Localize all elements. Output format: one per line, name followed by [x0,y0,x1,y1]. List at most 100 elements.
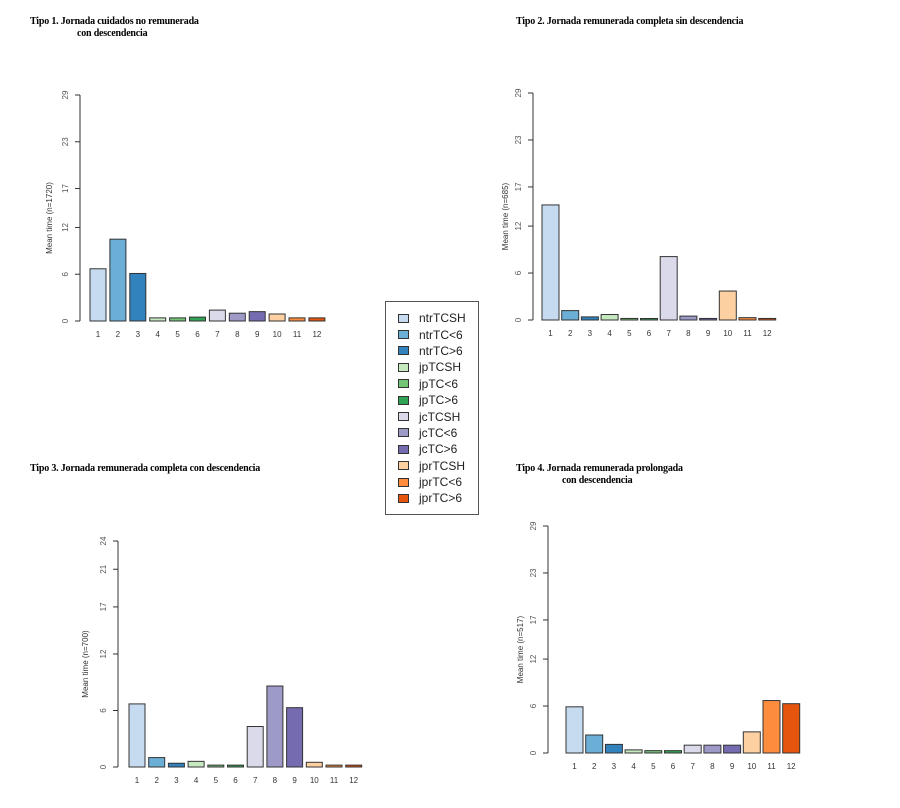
bar-8 [228,312,246,322]
x-tick-label: 9 [730,762,735,771]
bar-3 [129,272,147,322]
bar-6 [189,316,206,322]
x-tick-label: 12 [312,330,321,339]
y-tick-label: 17 [529,615,538,624]
bar-2 [148,757,166,768]
bar-8 [703,744,722,754]
bar-5 [169,317,187,322]
x-tick-label: 9 [706,329,711,338]
legend-item: jpTC<6 [398,376,478,392]
x-tick-label: 9 [255,330,260,339]
legend-item: ntrTC<6 [398,326,478,342]
legend-label: jpTCSH [419,360,462,375]
x-tick-label: 2 [592,762,597,771]
bar-12 [345,764,363,768]
x-tick-label: 8 [710,762,715,771]
x-tick-label: 5 [627,329,632,338]
y-axis-label: Mean time (n=1720) [45,182,54,254]
y-tick-label: 23 [61,137,70,146]
legend-label: ntrTCSH [419,311,466,326]
x-tick-label: 10 [747,762,756,771]
legend-swatch [398,395,409,405]
y-tick-label: 29 [514,88,523,97]
bar-11 [762,700,781,754]
x-tick-label: 5 [214,776,219,785]
x-tick-label: 6 [195,330,200,339]
y-tick-label: 12 [61,222,70,231]
bar-7 [208,309,226,322]
bar-4 [600,314,619,321]
y-tick-label: 12 [514,221,523,230]
x-tick-label: 1 [96,330,101,339]
y-axis-label: Mean time (n=517) [516,615,525,683]
legend-swatch [398,313,409,323]
bar-4 [149,317,167,322]
chart-2-title: Tipo 2. Jornada remunerada completa sin … [516,16,743,28]
bar-9 [723,744,742,754]
x-tick-label: 11 [330,776,339,785]
y-tick-label: 12 [99,649,108,658]
y-tick-label: 0 [514,317,523,322]
y-tick-label: 23 [529,568,538,577]
legend-swatch [398,362,409,372]
x-tick-label: 5 [175,330,180,339]
bar-7 [683,744,702,754]
bar-9 [248,311,266,322]
chart-1-title: Tipo 1. Jornada cuidados no remunerada c… [30,16,199,40]
x-tick-label: 1 [572,762,577,771]
legend-item: jprTC<6 [398,474,478,490]
x-tick-label: 10 [723,329,732,338]
legend-item: jcTC<6 [398,425,478,441]
legend-label: ntrTC<6 [419,327,463,342]
x-tick-label: 8 [686,329,691,338]
x-tick-label: 5 [651,762,656,771]
x-tick-label: 2 [568,329,573,338]
bar-2 [109,238,127,322]
x-tick-label: 1 [548,329,553,338]
y-tick-label: 0 [99,764,108,769]
x-tick-label: 1 [135,776,140,785]
bar-12 [782,703,801,754]
chart-1-title-line1: Tipo 1. Jornada cuidados no remunerada [30,16,199,27]
y-tick-label: 23 [514,135,523,144]
bar-1 [89,268,107,322]
bar-9 [699,317,718,321]
legend-label: jcTCSH [419,409,461,424]
x-tick-label: 9 [292,776,297,785]
x-tick-label: 10 [273,330,282,339]
legend-swatch [398,346,409,356]
bar-2 [585,734,604,754]
y-tick-label: 6 [61,271,70,276]
x-tick-label: 11 [767,762,776,771]
y-tick-label: 0 [529,750,538,755]
x-tick-label: 6 [647,329,652,338]
x-tick-label: 7 [253,776,258,785]
bar-4 [187,760,205,768]
x-tick-label: 3 [136,330,141,339]
y-tick-label: 29 [529,521,538,530]
chart-3-title-line1: Tipo 3. Jornada remunerada completa con … [30,463,261,474]
y-tick-label: 17 [61,184,70,193]
chart-4-title-line1: Tipo 4. Jornada remunerada prolongada [516,463,683,474]
chart-3-title: Tipo 3. Jornada remunerada completa con … [30,463,260,475]
bar-2 [561,310,580,321]
chart-4-title-line2: con descendencia [562,475,633,486]
x-tick-label: 3 [612,762,617,771]
bar-8 [679,315,698,321]
chart-2-title-line1: Tipo 2. Jornada remunerada completa sin … [516,16,744,27]
y-tick-label: 0 [61,318,70,323]
bar-8 [266,685,284,768]
y-axis-label: Mean time (n=700) [81,630,90,698]
x-tick-label: 3 [174,776,179,785]
y-tick-label: 17 [99,602,108,611]
x-tick-label: 4 [194,776,199,785]
bar-10 [305,761,323,768]
x-tick-label: 12 [763,329,772,338]
chart-legend: ntrTCSH ntrTC<6 ntrTC>6 jpTCSH jpTC<6 jpTC>6 j… [385,301,479,515]
legend-swatch [398,444,409,454]
bar-11 [738,317,757,321]
x-tick-label: 11 [293,330,302,339]
